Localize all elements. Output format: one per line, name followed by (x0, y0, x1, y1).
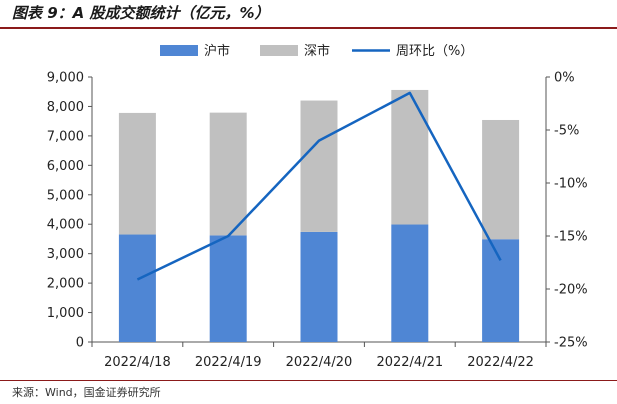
legend-swatch (160, 45, 198, 56)
left-tick-label: 4,000 (47, 218, 84, 233)
x-tick-label: 2022/4/21 (376, 355, 443, 370)
bar-sz (482, 119, 520, 240)
right-tick-label: 0% (554, 71, 575, 86)
bar-sh (391, 224, 429, 342)
bar-sh (300, 231, 338, 342)
right-tick-label: -15% (554, 230, 588, 245)
bar-sz (300, 100, 338, 232)
left-tick-label: 9,000 (47, 71, 84, 86)
x-tick-label: 2022/4/20 (286, 355, 353, 370)
right-tick-label: -10% (554, 177, 588, 192)
bar-sz (391, 89, 429, 225)
bar-sh (118, 234, 156, 342)
left-tick-label: 0 (76, 336, 84, 351)
bar-sz (118, 112, 156, 235)
legend-label: 周环比（%） (396, 44, 473, 59)
x-tick-label: 2022/4/22 (467, 355, 534, 370)
left-tick-label: 8,000 (47, 100, 84, 115)
left-tick-label: 3,000 (47, 247, 84, 262)
left-tick-label: 6,000 (47, 159, 84, 174)
right-tick-label: -5% (554, 124, 579, 139)
bar-sh (482, 239, 520, 342)
legend-label: 深市 (304, 43, 330, 59)
footer-divider (0, 380, 617, 381)
left-tick-label: 5,000 (47, 188, 84, 203)
legend-swatch (260, 45, 298, 56)
source-note: 来源：Wind，国金证券研究所 (12, 386, 161, 399)
bar-sz (209, 112, 247, 236)
right-tick-label: -25% (554, 336, 588, 351)
x-tick-label: 2022/4/19 (195, 355, 262, 370)
wow-line (136, 91, 502, 281)
chart-title: 图表 9：A 股成交额统计（亿元，%） (12, 4, 270, 22)
legend-label: 沪市 (204, 43, 230, 59)
left-tick-label: 7,000 (47, 129, 84, 144)
left-tick-label: 2,000 (47, 277, 84, 292)
right-tick-label: -20% (554, 283, 588, 298)
left-tick-label: 1,000 (47, 306, 84, 321)
x-tick-label: 2022/4/18 (104, 355, 171, 370)
title-divider (0, 27, 617, 29)
chart-area: 0 1,000 2,000 3,000 4,000 5,000 6,000 7,000 8,00… (47, 43, 588, 370)
bar-sh (209, 235, 247, 342)
